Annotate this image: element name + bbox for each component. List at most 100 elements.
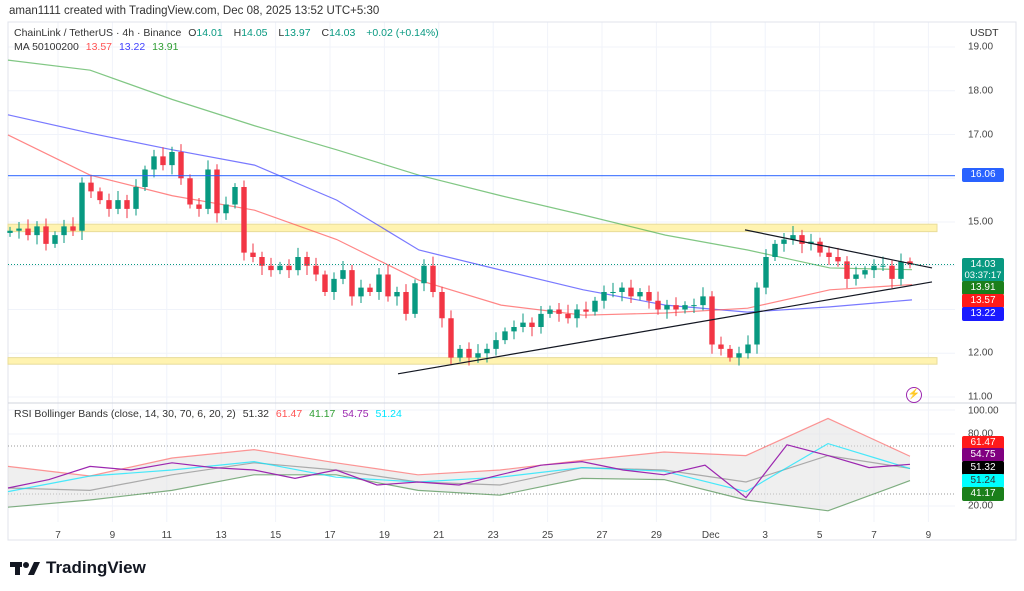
candle — [754, 282, 760, 354]
candle-body — [529, 322, 535, 327]
candle-body — [466, 348, 472, 358]
candle — [277, 261, 283, 275]
date-tick: 23 — [487, 530, 499, 541]
rsi-basis-label: 51.32 — [962, 461, 1004, 475]
rsi-lower-value: 41.17 — [309, 408, 336, 420]
candle — [25, 219, 31, 241]
candle-body — [862, 270, 868, 275]
candle — [511, 320, 517, 340]
candle-body — [430, 265, 436, 292]
candle-body — [457, 348, 463, 358]
candle-body — [754, 287, 760, 345]
candle — [853, 266, 859, 286]
rsi-tick: 100.00 — [968, 405, 999, 417]
candle-body — [394, 292, 400, 297]
rsi-tick: 80.00 — [968, 428, 994, 440]
candle — [700, 287, 706, 311]
candle — [610, 282, 616, 298]
candle-body — [511, 327, 517, 332]
candle-body — [115, 200, 121, 209]
tradingview-logo-icon — [10, 562, 40, 575]
currency-label[interactable]: USDT — [970, 27, 999, 39]
brand-name: TradingView — [46, 558, 146, 577]
date-tick: 25 — [542, 530, 554, 541]
candle — [223, 196, 229, 220]
close-value: 14.03 — [329, 27, 356, 39]
candle-body — [781, 239, 787, 244]
date-tick: 19 — [378, 530, 390, 541]
candle-body — [313, 265, 319, 275]
candle — [250, 243, 256, 263]
rsi-value-label: 54.75 — [962, 448, 1004, 462]
candle-body — [79, 182, 85, 231]
candle — [538, 306, 544, 334]
candle-body — [484, 348, 490, 354]
candle — [880, 256, 886, 271]
candle-body — [367, 287, 373, 292]
candle — [349, 264, 355, 306]
candle — [637, 288, 643, 301]
candle-body — [790, 235, 796, 240]
rsi-legend[interactable]: RSI Bollinger Bands (close, 14, 30, 70, … — [14, 408, 406, 420]
candle — [520, 313, 526, 333]
candle — [16, 222, 22, 239]
rsi-ma-value: 51.24 — [375, 408, 402, 420]
candle — [196, 197, 202, 217]
candle — [43, 218, 49, 251]
candle — [727, 344, 733, 362]
candle-body — [853, 274, 859, 279]
candle — [844, 256, 850, 289]
candle — [871, 259, 877, 278]
candle-body — [592, 300, 598, 312]
candle — [412, 279, 418, 318]
date-tick: 7 — [871, 530, 877, 541]
candle — [646, 285, 652, 309]
candle-body — [349, 270, 355, 297]
candle — [547, 305, 553, 318]
ma-legend[interactable]: MA 50100200 13.57 13.22 13.91 — [14, 41, 182, 53]
candle — [691, 298, 697, 313]
candle — [565, 304, 571, 324]
candle-body — [871, 265, 877, 271]
candle-body — [889, 265, 895, 279]
candle-body — [223, 204, 229, 214]
candle — [268, 257, 274, 277]
candle — [88, 174, 94, 198]
date-tick: 9 — [109, 530, 116, 541]
last-price-label: 14.03 03:37:17 — [962, 258, 1004, 282]
candle-body — [322, 274, 328, 292]
candle-body — [691, 305, 697, 307]
ma50-value: 13.57 — [85, 41, 113, 53]
candle — [286, 259, 292, 278]
high-value: 14.05 — [241, 27, 268, 39]
price-zone — [7, 223, 938, 233]
ma100-line — [7, 114, 913, 313]
candle-body — [196, 204, 202, 209]
candle — [664, 299, 670, 319]
date-tick: 27 — [596, 530, 608, 541]
candle-body — [259, 257, 265, 266]
rsi-line — [7, 444, 911, 499]
candle-body — [709, 296, 715, 345]
candle-body — [799, 235, 805, 244]
candle — [232, 183, 238, 209]
open-value: 14.01 — [196, 27, 223, 39]
candle-body — [403, 292, 409, 314]
candle — [214, 164, 220, 223]
candle-body — [826, 252, 832, 257]
symbol-title[interactable]: ChainLink / TetherUS · 4h · Binance — [14, 27, 182, 39]
candle-body — [898, 261, 904, 279]
candle-body — [736, 353, 742, 358]
candle — [592, 296, 598, 316]
candle — [628, 279, 634, 303]
date-tick: 15 — [270, 530, 282, 541]
candle-body — [178, 152, 184, 179]
candle-body — [286, 265, 292, 271]
candle-body — [133, 187, 139, 209]
high-label: H — [233, 27, 242, 39]
candle-body — [241, 187, 247, 253]
lightning-icon[interactable]: ⚡ — [906, 387, 922, 403]
candle — [205, 160, 211, 215]
candle-body — [385, 274, 391, 297]
